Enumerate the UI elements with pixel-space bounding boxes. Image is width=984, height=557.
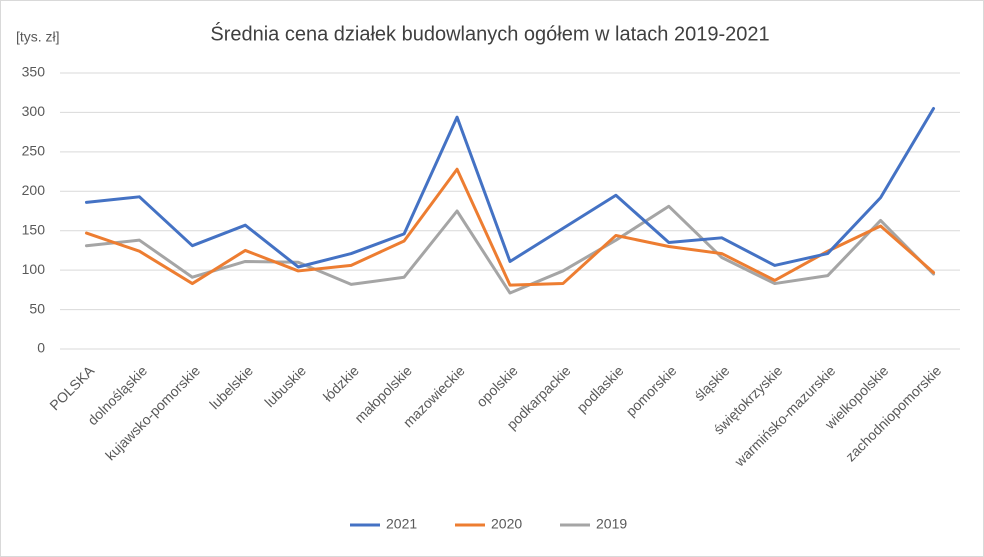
y-tick-label: 300: [22, 103, 46, 119]
y-tick-label: 200: [22, 182, 46, 198]
chart-title: Średnia cena działek budowlanych ogółem …: [210, 21, 769, 45]
series-line: [84, 167, 936, 287]
y-tick-label: 150: [22, 221, 46, 237]
series-line: [84, 204, 936, 295]
series-line: [84, 106, 936, 269]
y-tick-label: 250: [22, 143, 46, 159]
legend-label: 2020: [491, 516, 522, 532]
y-tick-label: 0: [37, 340, 45, 356]
y-tick-label: 50: [29, 300, 45, 316]
legend-label: 2021: [386, 516, 417, 532]
y-tick-label: 100: [22, 261, 46, 277]
y-axis-label: [tys. zł]: [16, 29, 60, 45]
y-tick-label: 350: [22, 64, 46, 80]
legend-label: 2019: [596, 516, 627, 532]
